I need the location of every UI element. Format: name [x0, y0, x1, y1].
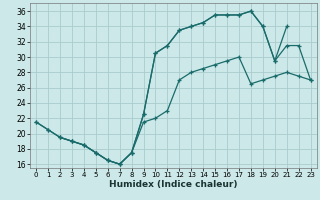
X-axis label: Humidex (Indice chaleur): Humidex (Indice chaleur): [109, 180, 238, 189]
